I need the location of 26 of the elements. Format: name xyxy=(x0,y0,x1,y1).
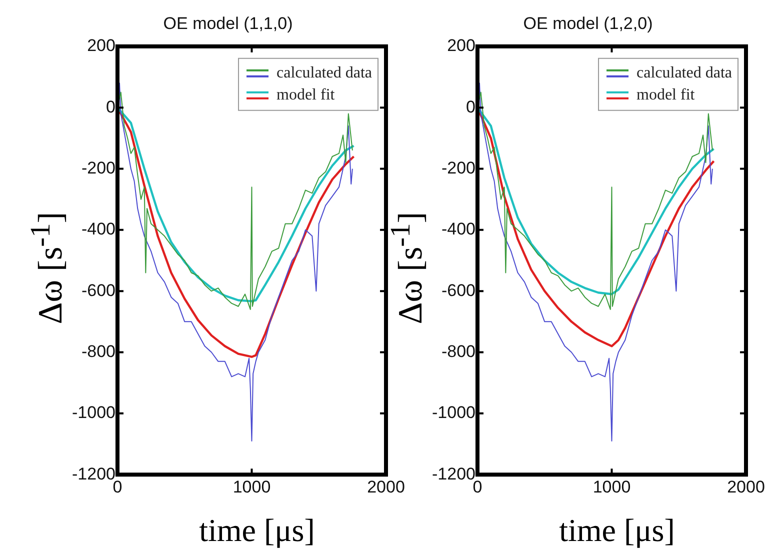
x-tick-label: 2000 xyxy=(367,477,405,496)
x-tick-label: 2000 xyxy=(727,477,765,496)
y-tick-label: -800 xyxy=(81,342,116,361)
legend-label: calculated data xyxy=(276,64,372,82)
y-tick-label: -200 xyxy=(441,158,476,178)
y-tick-label: -800 xyxy=(441,342,476,361)
y-tick-label: -600 xyxy=(441,280,476,300)
y-tick-label: -400 xyxy=(441,220,476,239)
y-tick-label: 0 xyxy=(466,97,476,116)
chart-title: OE model (1,2,0) xyxy=(523,14,653,33)
y-tick-label: -1000 xyxy=(72,403,116,422)
legend-label: model fit xyxy=(276,86,336,104)
x-tick-label: 1000 xyxy=(232,477,271,496)
y-tick-label: 200 xyxy=(447,36,476,56)
chart-title: OE model (1,1,0) xyxy=(163,14,293,33)
y-tick-label: -200 xyxy=(81,158,116,178)
legend-label: calculated data xyxy=(636,64,732,82)
x-axis-title: time [μs] xyxy=(559,512,675,549)
legend-label: model fit xyxy=(636,86,696,104)
y-tick-label: -400 xyxy=(81,220,116,239)
x-axis-title: time [μs] xyxy=(199,512,315,549)
x-tick-label: 1000 xyxy=(592,477,631,496)
y-tick-label: -1000 xyxy=(432,403,476,422)
y-tick-label: 200 xyxy=(87,36,116,56)
y-tick-label: -600 xyxy=(81,280,116,300)
y-tick-label: 0 xyxy=(106,97,116,116)
